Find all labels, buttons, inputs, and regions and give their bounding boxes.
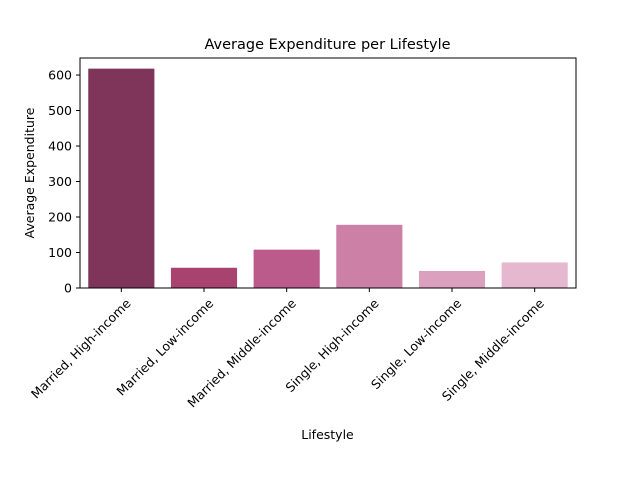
x-axis-label: Lifestyle [301,427,354,442]
y-tick-label: 600 [48,67,72,82]
chart-title: Average Expenditure per Lifestyle [204,37,450,53]
bar-1 [170,267,238,288]
x-tick-label: Single, Low-income [368,295,465,392]
bar-4 [418,270,486,288]
y-tick-label: 100 [48,245,72,260]
plot-frame [79,57,577,289]
bar-5 [501,262,568,288]
bars-layer [88,68,568,288]
y-axis: 0 100 200 300 400 500 600 [48,67,80,295]
bar-3 [336,224,403,288]
y-tick-label: 200 [48,209,72,224]
y-tick-label: 400 [48,138,72,153]
bar-2 [253,249,320,288]
y-axis-label: Average Expenditure [22,107,37,238]
bar-0 [88,68,155,288]
x-tick-label: Single, High-income [282,295,381,394]
y-tick-label: 300 [48,174,72,189]
y-tick-label: 0 [64,280,72,295]
y-tick-label: 500 [48,103,72,118]
